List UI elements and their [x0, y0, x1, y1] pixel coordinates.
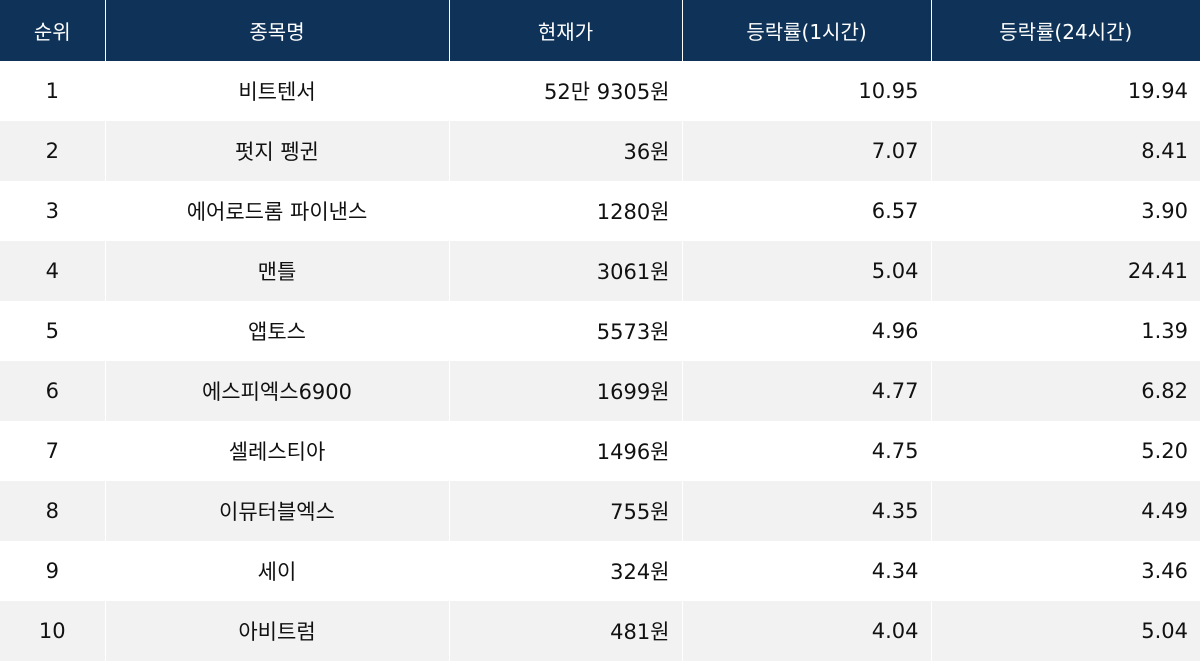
table-row: 6 에스피엑스6900 1699원 4.77 6.82 [0, 361, 1200, 421]
cell-change-24h: 3.90 [931, 181, 1200, 241]
cell-change-24h: 5.20 [931, 421, 1200, 481]
cell-rank: 8 [0, 481, 106, 541]
cell-change-24h: 8.41 [931, 121, 1200, 181]
cell-rank: 10 [0, 601, 106, 661]
cell-price: 1699원 [449, 361, 683, 421]
header-change-24h: 등락률(24시간) [931, 0, 1200, 61]
table-header: 순위 종목명 현재가 등락률(1시간) 등락률(24시간) [0, 0, 1200, 61]
cell-name: 앱토스 [105, 301, 450, 361]
cell-change-24h: 19.94 [931, 61, 1200, 121]
header-row: 순위 종목명 현재가 등락률(1시간) 등락률(24시간) [0, 0, 1200, 61]
cell-name: 에어로드롬 파이낸스 [105, 181, 450, 241]
table-row: 9 세이 324원 4.34 3.46 [0, 541, 1200, 601]
table-row: 7 셀레스티아 1496원 4.75 5.20 [0, 421, 1200, 481]
cell-price: 52만 9305원 [449, 61, 683, 121]
cell-change-1h: 7.07 [682, 121, 932, 181]
cell-price: 1496원 [449, 421, 683, 481]
cell-change-24h: 1.39 [931, 301, 1200, 361]
cell-change-1h: 4.35 [682, 481, 932, 541]
cell-change-24h: 5.04 [931, 601, 1200, 661]
cell-change-24h: 3.46 [931, 541, 1200, 601]
cell-change-24h: 24.41 [931, 241, 1200, 301]
table-row: 8 이뮤터블엑스 755원 4.35 4.49 [0, 481, 1200, 541]
cell-change-1h: 4.75 [682, 421, 932, 481]
cell-price: 481원 [449, 601, 683, 661]
cell-change-1h: 4.34 [682, 541, 932, 601]
cell-change-1h: 4.04 [682, 601, 932, 661]
table-row: 3 에어로드롬 파이낸스 1280원 6.57 3.90 [0, 181, 1200, 241]
cell-name: 펏지 펭귄 [105, 121, 450, 181]
header-change-1h: 등락률(1시간) [682, 0, 932, 61]
cell-price: 5573원 [449, 301, 683, 361]
cell-change-1h: 5.04 [682, 241, 932, 301]
cell-name: 비트텐서 [105, 61, 450, 121]
table-row: 5 앱토스 5573원 4.96 1.39 [0, 301, 1200, 361]
cell-name: 셀레스티아 [105, 421, 450, 481]
table-row: 2 펏지 펭귄 36원 7.07 8.41 [0, 121, 1200, 181]
header-price: 현재가 [449, 0, 683, 61]
cell-change-1h: 10.95 [682, 61, 932, 121]
cell-name: 아비트럼 [105, 601, 450, 661]
cell-rank: 5 [0, 301, 106, 361]
cell-rank: 1 [0, 61, 106, 121]
cell-rank: 4 [0, 241, 106, 301]
cell-change-1h: 4.77 [682, 361, 932, 421]
cell-rank: 2 [0, 121, 106, 181]
cell-price: 3061원 [449, 241, 683, 301]
cell-name: 에스피엑스6900 [105, 361, 450, 421]
cell-name: 맨틀 [105, 241, 450, 301]
cell-name: 이뮤터블엑스 [105, 481, 450, 541]
header-name: 종목명 [105, 0, 450, 61]
cell-change-1h: 6.57 [682, 181, 932, 241]
cell-change-24h: 4.49 [931, 481, 1200, 541]
cell-price: 36원 [449, 121, 683, 181]
cell-change-24h: 6.82 [931, 361, 1200, 421]
cell-change-1h: 4.96 [682, 301, 932, 361]
cell-name: 세이 [105, 541, 450, 601]
cell-price: 324원 [449, 541, 683, 601]
cell-price: 755원 [449, 481, 683, 541]
header-rank: 순위 [0, 0, 106, 61]
table-row: 4 맨틀 3061원 5.04 24.41 [0, 241, 1200, 301]
table-row: 1 비트텐서 52만 9305원 10.95 19.94 [0, 61, 1200, 121]
cell-rank: 9 [0, 541, 106, 601]
cell-rank: 6 [0, 361, 106, 421]
table-row: 10 아비트럼 481원 4.04 5.04 [0, 601, 1200, 661]
table-body: 1 비트텐서 52만 9305원 10.95 19.94 2 펏지 펭귄 36원… [0, 61, 1200, 661]
cell-price: 1280원 [449, 181, 683, 241]
cell-rank: 3 [0, 181, 106, 241]
cell-rank: 7 [0, 421, 106, 481]
